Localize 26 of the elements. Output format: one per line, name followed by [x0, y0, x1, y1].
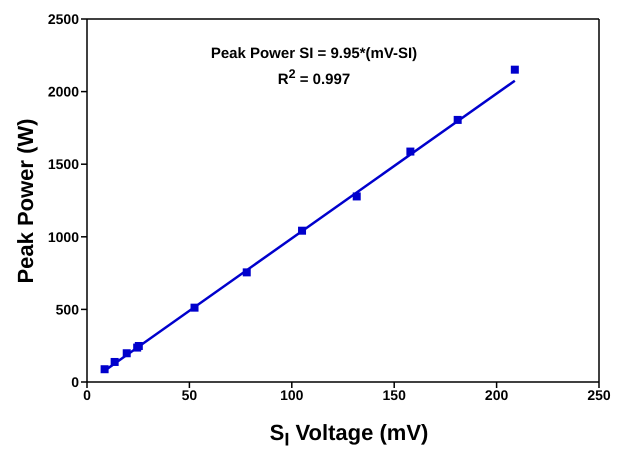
x-tick-label: 50	[182, 386, 198, 403]
x-tick-label: 200	[484, 386, 508, 403]
point	[122, 349, 131, 358]
point	[242, 268, 251, 276]
point	[510, 66, 519, 74]
annotation: Peak Power SI = 9.95*(mV-SI)	[210, 44, 418, 64]
y-tick-label: 500	[56, 301, 80, 318]
x-axis-title: S$_{I}$ Voltage (mV)	[268, 420, 430, 450]
point	[352, 192, 361, 200]
y-tick-label: 0	[71, 374, 80, 390]
point	[100, 365, 109, 374]
annotation: R$^{2}$ = 0.997	[276, 66, 352, 90]
x-tick-label: 100	[280, 386, 304, 403]
point	[298, 226, 306, 235]
y-tick-label: 2000	[48, 84, 80, 100]
y-tick-label: 1000	[48, 228, 80, 245]
x-tick-label: 150	[382, 386, 406, 403]
y-tick-label: 2500	[48, 10, 80, 27]
x-tick-label: 0	[83, 386, 92, 403]
y-axis-title: Peak Power (W)	[13, 117, 39, 286]
point	[110, 358, 119, 366]
x-tick-label: 250	[587, 386, 611, 403]
point	[190, 304, 199, 312]
y-tick-label: 1500	[48, 156, 80, 172]
point	[454, 116, 462, 124]
point	[406, 148, 414, 156]
